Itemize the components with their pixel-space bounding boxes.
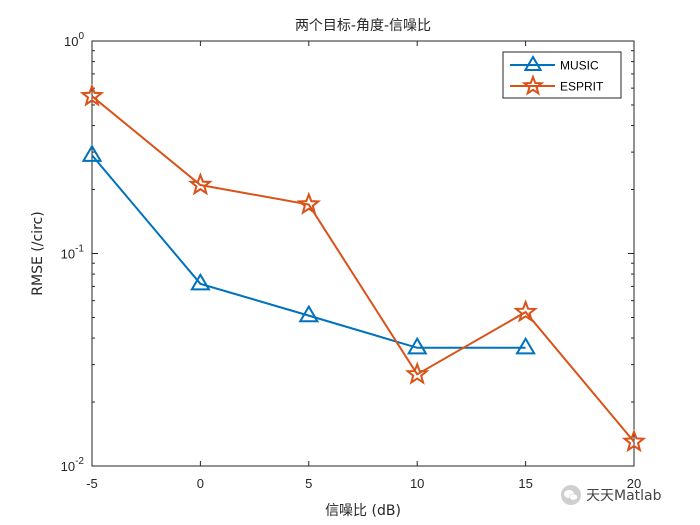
data-point-star: [79, 83, 105, 107]
series-esprit: [79, 83, 647, 453]
x-axis-label: 信噪比 (dB): [325, 503, 401, 519]
watermark: 天天Matlab: [560, 484, 662, 506]
data-point-triangle: [515, 336, 536, 355]
data-point-triangle: [406, 336, 428, 355]
data-point-star: [404, 361, 430, 385]
data-point-star: [621, 428, 647, 453]
legend-marker-triangle: [523, 55, 543, 71]
wechat-icon: [561, 485, 581, 505]
plot-area: [91, 40, 635, 467]
data-point-triangle: [190, 272, 211, 291]
watermark-text: 天天Matlab: [586, 488, 662, 504]
y-tick-exponent: -1: [75, 244, 84, 255]
legend-label: MUSIC: [560, 59, 599, 73]
y-tick-label: 100: [64, 31, 84, 49]
y-tick-base: 10: [61, 247, 75, 262]
data-point-star: [188, 172, 213, 196]
x-tick-label: 10: [410, 476, 424, 491]
series-music: [81, 144, 536, 355]
legend-box: [502, 51, 622, 99]
data-point-star: [513, 299, 538, 323]
x-tick-label: 15: [518, 476, 532, 491]
x-tick-label: 5: [305, 476, 312, 491]
y-tick-base: 10: [61, 459, 75, 474]
series-line: [91, 154, 526, 349]
x-tick-label: 20: [627, 476, 641, 491]
y-tick-exponent: 0: [78, 31, 84, 42]
series-line: [91, 95, 635, 443]
data-point-triangle: [298, 304, 320, 323]
y-tick-base: 10: [64, 34, 78, 49]
legend: MUSIC ESPRIT: [502, 51, 622, 99]
y-tick-label: 10-1: [61, 244, 85, 262]
y-tick-label: 10-2: [61, 456, 85, 474]
data-point-star: [296, 191, 322, 215]
legend-marker-star: [521, 74, 545, 96]
chart-title: 两个目标-角度-信噪比: [295, 18, 431, 34]
y-tick-exponent: -2: [75, 456, 84, 467]
legend-label: ESPRIT: [560, 80, 604, 94]
x-tick-label: -5: [86, 476, 98, 491]
x-tick-label: 0: [197, 476, 204, 491]
data-point-triangle: [81, 144, 103, 162]
y-axis-label: RMSE (/circ): [30, 211, 46, 295]
